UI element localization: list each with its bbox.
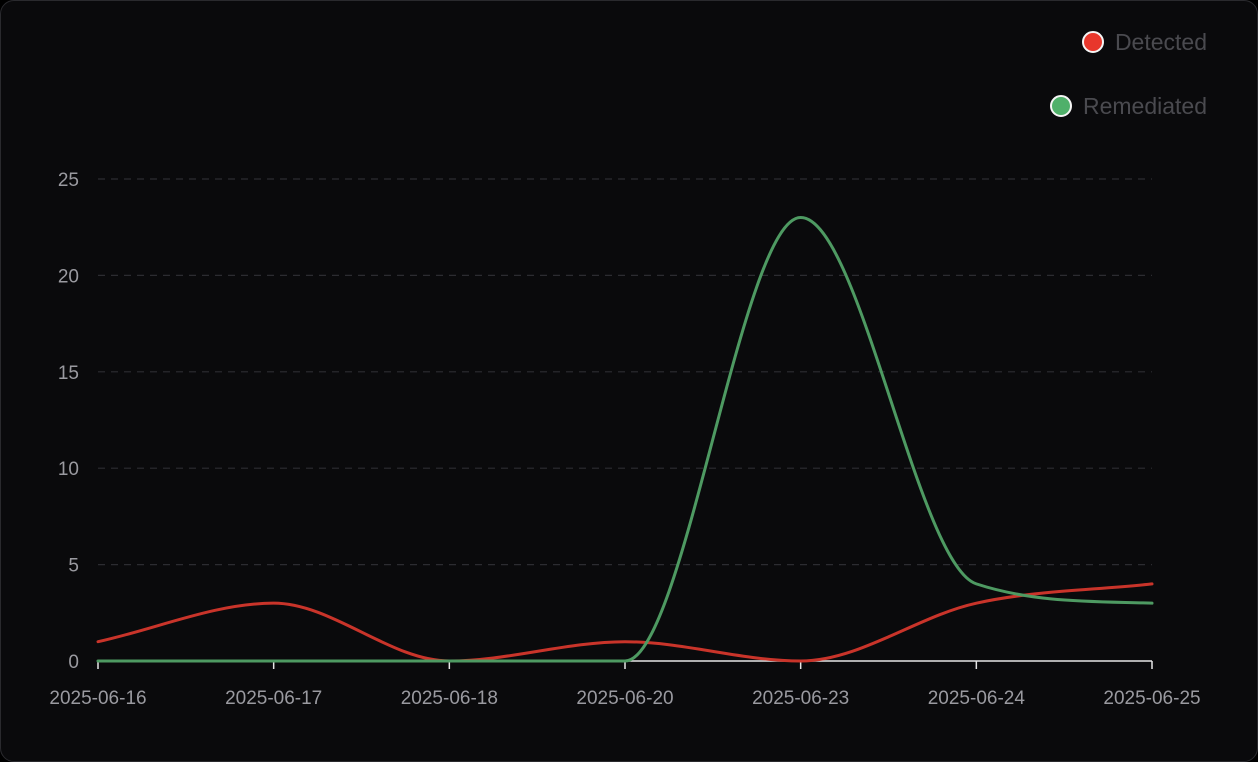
remediated-dot-icon xyxy=(1049,95,1072,117)
series-line-detected xyxy=(96,582,1154,663)
x-tick-label: 2025-06-24 xyxy=(928,688,1026,709)
x-axis: 2025-06-16 2025-06-17 2025-06-18 2025-06-20… xyxy=(49,660,1201,709)
x-tick-label: 2025-06-18 xyxy=(401,688,498,709)
legend-item-detected[interactable]: Detected xyxy=(1050,27,1207,57)
y-tick-label: 5 xyxy=(68,556,79,577)
detected-dot-icon xyxy=(1081,31,1104,53)
legend-label-remediated: Remediated xyxy=(1082,92,1207,119)
grid-lines xyxy=(98,178,1152,566)
x-tick-label: 2025-06-20 xyxy=(576,688,673,709)
series-lines xyxy=(96,216,1154,663)
y-tick-label: 10 xyxy=(58,459,79,480)
y-axis-ticks: 0 5 10 15 20 25 xyxy=(58,170,79,673)
y-tick-label: 15 xyxy=(58,363,79,384)
x-tick-label: 2025-06-16 xyxy=(49,688,146,709)
legend-item-remediated[interactable]: Remediated xyxy=(1049,91,1207,121)
chart-legend: Detected Remediated xyxy=(1049,27,1207,155)
y-tick-label: 25 xyxy=(58,170,79,191)
x-tick-label: 2025-06-23 xyxy=(752,688,849,709)
y-tick-label: 20 xyxy=(58,266,79,287)
legend-label-detected: Detected xyxy=(1114,28,1207,55)
x-tick-label: 2025-06-25 xyxy=(1103,688,1200,709)
y-tick-label: 0 xyxy=(68,652,79,673)
series-line-remediated xyxy=(96,216,1154,663)
x-tick-label: 2025-06-17 xyxy=(225,688,322,709)
